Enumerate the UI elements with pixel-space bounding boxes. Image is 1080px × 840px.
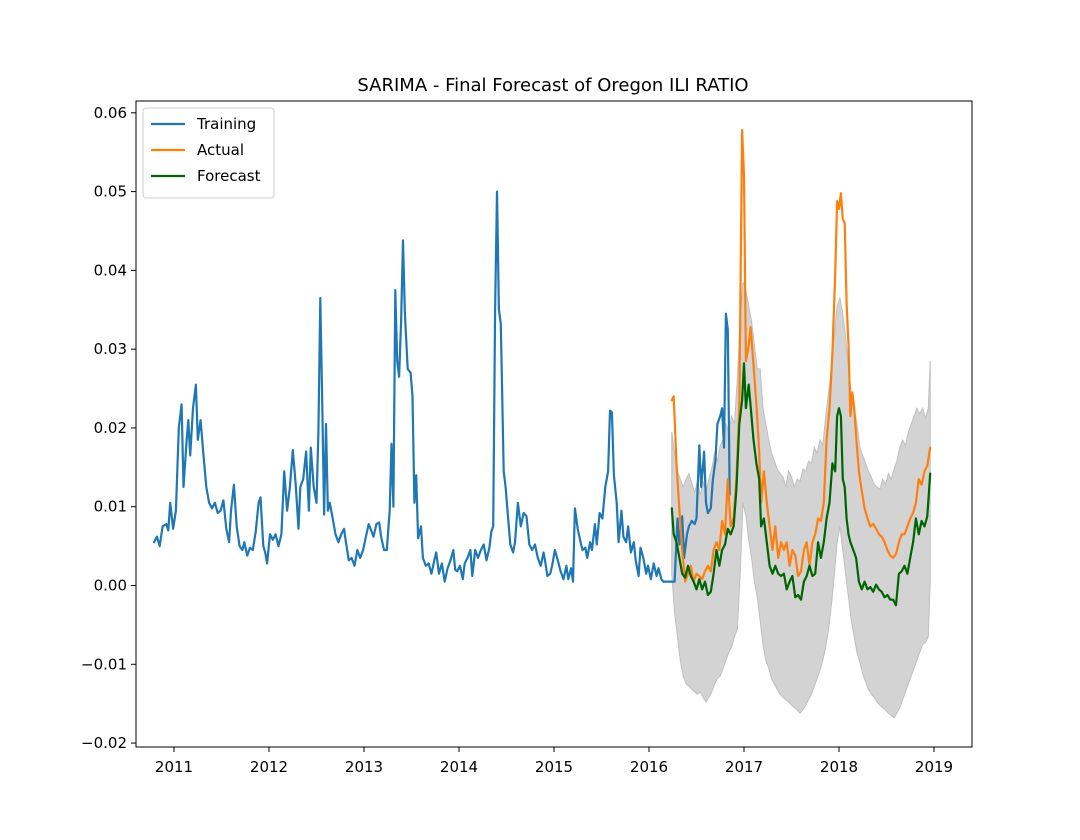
series-layer	[153, 129, 932, 607]
x-tick-label: 2011	[155, 758, 193, 776]
x-tick-label: 2018	[820, 758, 858, 776]
legend-label-training: Training	[196, 115, 256, 133]
y-tick-label: 0.06	[94, 104, 127, 122]
series-line-actual	[670, 129, 932, 583]
x-tick-label: 2019	[915, 758, 953, 776]
legend: Training Actual Forecast	[142, 107, 275, 199]
y-tick-label: 0.01	[94, 498, 127, 516]
x-tick-label: 2013	[345, 758, 383, 776]
y-axis: −0.02 −0.01 0.00 0.01 0.02 0.03 0.04 0.05 0.06	[81, 104, 136, 752]
y-tick-label: 0.04	[94, 261, 127, 279]
y-tick-label: 0.02	[94, 419, 127, 437]
chart-title: SARIMA - Final Forecast of Oregon ILI RA…	[357, 75, 748, 96]
legend-label-forecast: Forecast	[197, 167, 261, 185]
series-line-training	[153, 190, 731, 583]
y-tick-label: −0.02	[81, 734, 127, 752]
y-tick-label: 0.03	[94, 340, 127, 358]
confidence-band-layer	[671, 282, 931, 719]
confidence-band	[671, 282, 931, 719]
y-tick-label: 0.00	[94, 577, 127, 595]
x-tick-label: 2012	[250, 758, 288, 776]
y-tick-label: −0.01	[81, 655, 127, 673]
series-line-forecast	[670, 362, 932, 607]
legend-label-actual: Actual	[197, 141, 244, 159]
x-tick-label: 2016	[630, 758, 668, 776]
x-tick-label: 2014	[440, 758, 478, 776]
y-tick-label: 0.05	[94, 183, 127, 201]
x-tick-label: 2017	[725, 758, 763, 776]
x-tick-label: 2015	[535, 758, 573, 776]
x-axis: 2011 2012 2013 2014 2015 2016 2017 2018 2019	[155, 747, 953, 776]
